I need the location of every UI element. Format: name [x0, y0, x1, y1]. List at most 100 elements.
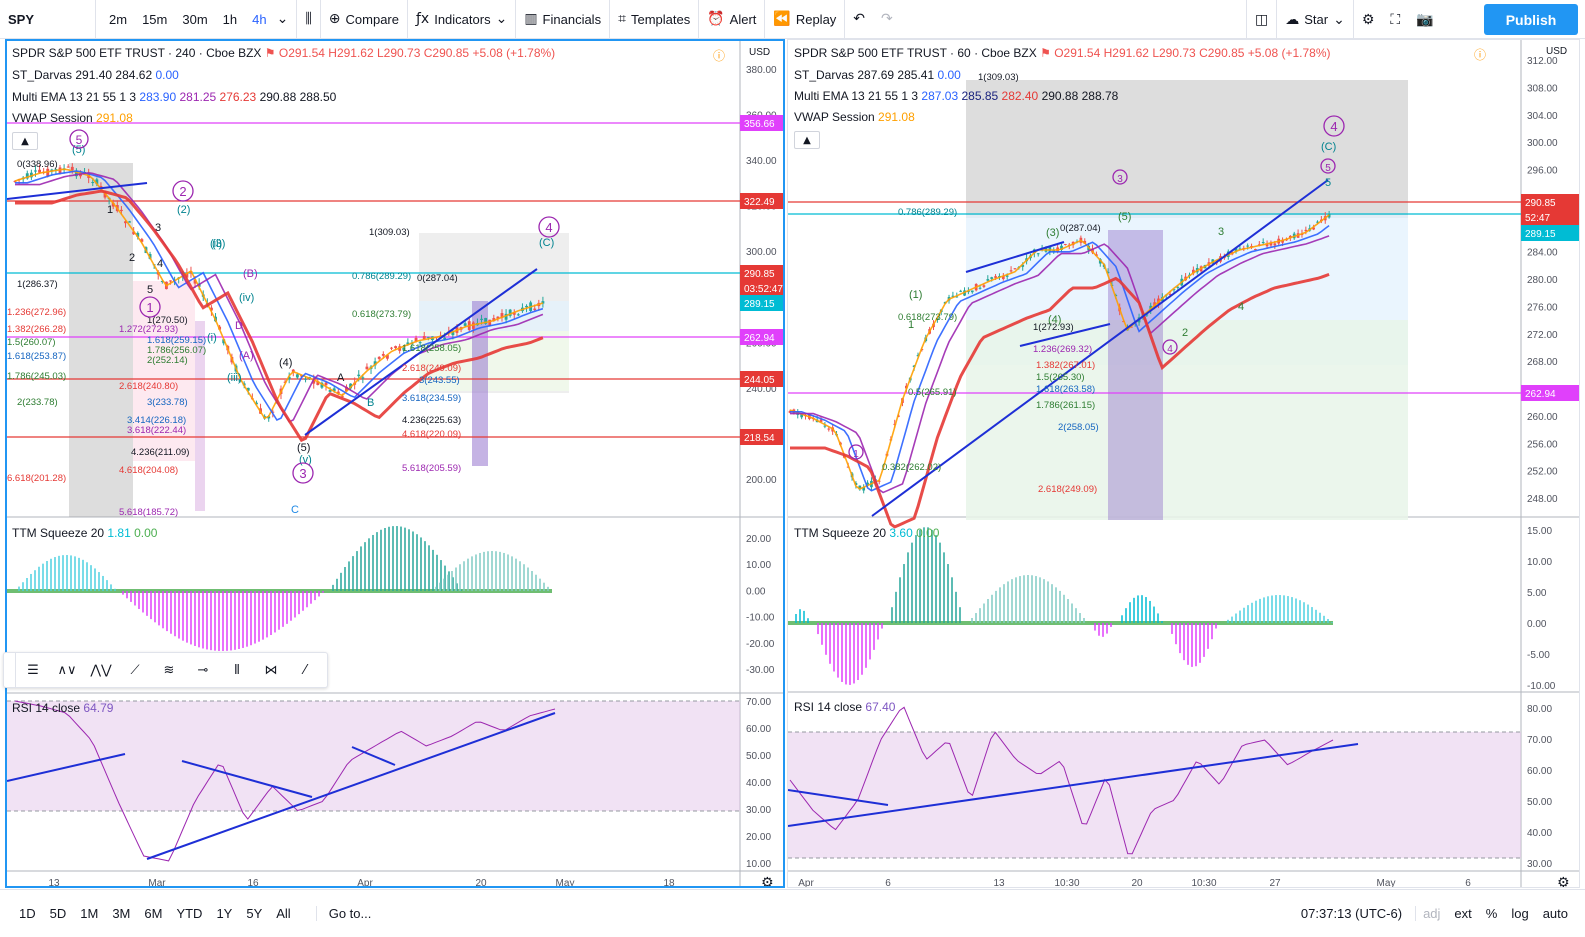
fib-extension-icon[interactable]: ≋	[163, 662, 175, 678]
left-change: +5.08 (+1.78%)	[472, 46, 556, 60]
layout-name-button[interactable]: ☁ Star ⌄	[1277, 0, 1354, 39]
candle-body	[500, 313, 504, 318]
left-rsi-legend[interactable]: RSI 14 close 64.79	[12, 701, 113, 715]
left-title: SPDR S&P 500 ETF TRUST · 240 · Cboe BZX	[12, 46, 262, 60]
right-low: L290.73	[1152, 46, 1196, 60]
left-ttm-legend[interactable]: TTM Squeeze 20 1.81 0.00	[12, 526, 157, 540]
right-ema-legend[interactable]: Multi EMA 13 21 55 1 3 287.03 285.85 282…	[794, 89, 1118, 103]
interval-2m[interactable]: 2m	[109, 11, 128, 27]
fib-level-label: 3.618(222.44)	[127, 425, 186, 436]
compare-button[interactable]: ⊕ Compare	[321, 0, 408, 39]
candle-body	[124, 221, 127, 224]
wave-label: (ii)	[210, 238, 222, 250]
collapse-legend-button[interactable]: ▲	[12, 132, 38, 150]
right-chart-pane[interactable]: 312.00308.00304.00300.00296.00292.00288.…	[787, 39, 1580, 888]
wave-label: (iii)	[227, 372, 242, 384]
parallel-channel-icon[interactable]: ⫴	[234, 662, 240, 678]
candle-body	[1009, 270, 1013, 272]
fib-level-label: 0.786(289.29)	[898, 207, 957, 218]
replay-button[interactable]: ⏪ Replay	[765, 0, 846, 39]
publish-button[interactable]: Publish	[1484, 4, 1578, 35]
fullscreen-button[interactable]: ⛶	[1382, 0, 1408, 39]
abc-pattern-icon[interactable]: ∧∨	[57, 662, 77, 678]
range-6m[interactable]: 6M	[144, 906, 163, 921]
ext-toggle[interactable]: ext	[1454, 906, 1472, 921]
right-ttm-legend[interactable]: TTM Squeeze 20 3.60 0.00	[794, 526, 939, 540]
right-vwap-legend[interactable]: VWAP Session 291.08	[794, 110, 915, 124]
alert-button[interactable]: ⏰ Alert	[699, 0, 766, 39]
range-1m[interactable]: 1M	[80, 906, 99, 921]
replay-label: Replay	[795, 11, 837, 27]
path-icon[interactable]: ⟋	[130, 662, 140, 678]
horizontal-ray-icon[interactable]: ⊸	[197, 662, 209, 678]
log-toggle[interactable]: log	[1511, 906, 1529, 921]
range-1y[interactable]: 1Y	[216, 906, 233, 921]
time-axis-label: 27	[1269, 878, 1281, 887]
templates-button[interactable]: ⌗ Templates	[610, 0, 700, 39]
candle-body	[111, 202, 115, 207]
price-tag	[740, 329, 783, 345]
adj-toggle[interactable]: adj	[1415, 906, 1447, 921]
drawing-toolbar[interactable]: ☰ ∧∨ ⋀⋁ ⟋ ≋ ⊸ ⫴ ⋈ ⁄	[3, 652, 328, 688]
settings-button[interactable]: ⚙	[1354, 0, 1383, 39]
chart-type-button[interactable]: ⫼	[297, 0, 321, 39]
candle-body	[1273, 243, 1277, 246]
symbol-label: SPY	[8, 11, 35, 27]
indicators-button[interactable]: ƒx Indicators ⌄	[408, 0, 517, 39]
range-5y[interactable]: 5Y	[246, 906, 263, 921]
rsi-axis-label: 40.00	[746, 778, 771, 789]
range-3m[interactable]: 3M	[112, 906, 131, 921]
undo-button[interactable]: ↶	[845, 0, 873, 39]
range-5d[interactable]: 5D	[49, 906, 67, 921]
left-ema-legend[interactable]: Multi EMA 13 21 55 1 3 283.90 281.25 276…	[12, 90, 336, 104]
range-1d[interactable]: 1D	[19, 906, 36, 921]
range-ytd[interactable]: YTD	[176, 906, 203, 921]
left-close: C290.85	[423, 46, 470, 60]
range-all[interactable]: All	[276, 906, 291, 921]
snapshot-button[interactable]: 📷	[1408, 0, 1441, 39]
layout-button[interactable]: ◫	[1246, 0, 1278, 39]
collapse-legend-button[interactable]: ▲	[794, 131, 820, 149]
wave-label: 1	[908, 319, 914, 331]
rsi-label: RSI 14 close	[12, 701, 81, 715]
trend-line-icon[interactable]: ⁄	[303, 662, 307, 678]
price-tag	[740, 193, 783, 209]
time-axis-label: 20	[1131, 878, 1143, 887]
info-icon[interactable]: ⓘ	[1474, 48, 1487, 62]
clock-label[interactable]: 07:37:13 (UTC-6)	[1300, 906, 1403, 921]
chevron-down-icon[interactable]: ⌄	[276, 11, 289, 27]
info-icon[interactable]: ⓘ	[713, 49, 726, 63]
fib-level-label: 0.618(273.79)	[898, 312, 957, 323]
candle-body	[418, 342, 422, 344]
redo-button[interactable]: ↷	[873, 0, 901, 39]
candle-body	[361, 377, 365, 379]
drag-handle[interactable]	[4, 653, 16, 687]
right-rsi-legend[interactable]: RSI 14 close 67.40	[794, 700, 895, 714]
elliott-wave-icon[interactable]: ⋀⋁	[90, 662, 112, 678]
financials-button[interactable]: ▥ Financials	[516, 0, 611, 39]
interval-4h[interactable]: 4h	[252, 11, 267, 27]
left-chart-pane[interactable]: 380.00360.00340.00320.00300.00280.00260.…	[5, 39, 785, 888]
left-chart-canvas[interactable]: 380.00360.00340.00320.00300.00280.00260.…	[7, 41, 783, 886]
right-chart-canvas[interactable]: 312.00308.00304.00300.00296.00292.00288.…	[788, 40, 1579, 887]
interval-30m[interactable]: 30m	[182, 11, 208, 27]
rsi-value: 64.79	[83, 701, 114, 715]
right-darvas-legend[interactable]: ST_Darvas 287.69 285.41 0.00	[794, 68, 961, 82]
left-vwap-legend[interactable]: VWAP Session 291.08	[12, 111, 133, 125]
xabcd-pattern-icon[interactable]: ⋈	[264, 662, 278, 678]
percent-toggle[interactable]: %	[1485, 906, 1498, 921]
fib-level-label: 0.5(265.91)	[908, 387, 957, 398]
fib-tool-icon[interactable]: ☰	[27, 662, 39, 678]
candle-body	[140, 239, 144, 242]
goto-button[interactable]: Go to...	[315, 906, 379, 921]
flag-icon[interactable]: ⚑	[1040, 46, 1051, 60]
flag-icon[interactable]: ⚑	[264, 46, 276, 60]
symbol-search[interactable]: SPY	[0, 0, 96, 39]
auto-toggle[interactable]: auto	[1542, 906, 1568, 921]
interval-15m[interactable]: 15m	[142, 11, 168, 27]
ttm-axis-label: 5.00	[1527, 588, 1547, 599]
candle-body	[169, 280, 172, 282]
price-tag	[740, 265, 783, 281]
left-darvas-legend[interactable]: ST_Darvas 291.40 284.62 0.00	[12, 68, 179, 82]
interval-1h[interactable]: 1h	[222, 11, 238, 27]
